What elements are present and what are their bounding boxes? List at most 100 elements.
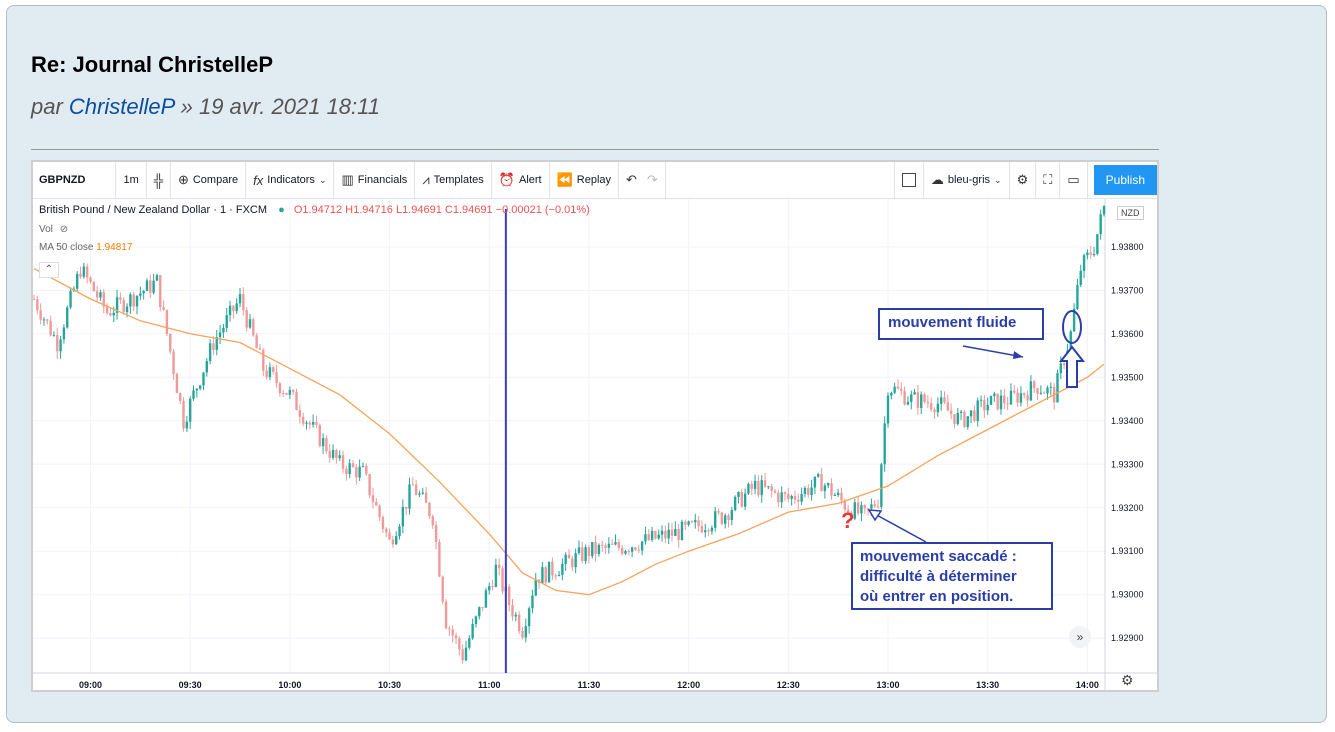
chevron-down-icon: ⌄ bbox=[318, 174, 327, 185]
candle-body bbox=[637, 549, 640, 551]
x-tick-label: 10:00 bbox=[278, 680, 301, 690]
post-author-link[interactable]: ChristelleP bbox=[68, 94, 175, 119]
candle-body bbox=[434, 525, 438, 542]
candle-body bbox=[195, 388, 199, 391]
highlight-ellipse bbox=[1062, 310, 1082, 344]
x-tick-label: 12:00 bbox=[677, 680, 700, 690]
y-tick-label: 1.93000 bbox=[1111, 590, 1144, 600]
candle-body bbox=[866, 508, 870, 510]
candle-body bbox=[232, 305, 235, 312]
candle-body bbox=[823, 485, 827, 492]
templates-button[interactable]: ⩘ Templates bbox=[415, 162, 492, 198]
candle-body bbox=[1072, 308, 1076, 332]
candle-body bbox=[56, 335, 59, 352]
candle-body bbox=[431, 516, 434, 526]
candle-body bbox=[601, 544, 604, 546]
candle-body bbox=[381, 517, 385, 529]
currency-label: NZD bbox=[1121, 208, 1140, 218]
candle-body bbox=[338, 455, 341, 459]
candle-body bbox=[248, 319, 252, 328]
eye-hidden-icon[interactable]: ⊘ bbox=[59, 224, 69, 235]
candle-body bbox=[551, 561, 554, 576]
candle-body bbox=[109, 313, 112, 316]
candle-body bbox=[826, 483, 830, 486]
candle-body bbox=[222, 327, 225, 333]
candle-body bbox=[830, 483, 833, 496]
ma-legend: MA 50 close 1.94817 bbox=[39, 242, 132, 253]
collapse-legend-button[interactable]: ⌃ bbox=[39, 262, 59, 278]
candle-body bbox=[1023, 393, 1026, 396]
post-by-prefix: par bbox=[31, 94, 63, 119]
financials-button[interactable]: ▥ Financials bbox=[334, 162, 416, 198]
candle-body bbox=[1102, 205, 1106, 215]
bar-chart-icon: ▥ bbox=[341, 172, 354, 187]
candle-body bbox=[388, 532, 391, 540]
candle-body bbox=[119, 297, 122, 300]
candle-body bbox=[252, 319, 255, 336]
candlestick-chart[interactable]: 1.92900 1.93000 1.93100 1.93200 1.93300 1.934… bbox=[33, 199, 1157, 692]
replay-label: Replay bbox=[576, 174, 612, 186]
candle-body bbox=[1026, 395, 1029, 401]
candle-body bbox=[787, 494, 790, 499]
candle-body bbox=[973, 410, 976, 421]
publish-button[interactable]: Publish bbox=[1093, 165, 1157, 195]
alert-button[interactable]: ⏰ Alert bbox=[492, 162, 550, 198]
candle-body bbox=[783, 492, 787, 495]
indicators-button[interactable]: fx Indicators ⌄ bbox=[246, 162, 335, 198]
settings-button[interactable]: ⚙ bbox=[1010, 162, 1037, 198]
candle-body bbox=[949, 410, 953, 415]
chart-settings-gear[interactable]: ⚙ bbox=[1121, 672, 1134, 689]
candle-body bbox=[341, 455, 345, 469]
x-tick-label: 13:30 bbox=[976, 680, 999, 690]
candle-body bbox=[531, 595, 534, 609]
candle-body bbox=[36, 299, 39, 311]
candle-body bbox=[391, 539, 395, 545]
candle-body bbox=[185, 421, 189, 429]
annotation-saccade-line2: difficulté à déterminer bbox=[860, 568, 1017, 585]
candle-body bbox=[298, 410, 302, 417]
candle-body bbox=[747, 483, 750, 494]
x-tick-label: 12:30 bbox=[777, 680, 800, 690]
replay-button[interactable]: ⏪ Replay bbox=[550, 162, 620, 198]
candle-body bbox=[604, 545, 607, 548]
candle-body bbox=[461, 649, 464, 661]
candle-body bbox=[1056, 373, 1059, 403]
candle-body bbox=[740, 491, 743, 507]
candle-body bbox=[1076, 284, 1079, 309]
candle-body bbox=[82, 266, 86, 277]
candle-body bbox=[591, 541, 594, 557]
candle-body bbox=[511, 605, 514, 617]
candle-body bbox=[49, 320, 52, 336]
candle-body bbox=[282, 393, 285, 395]
candle-body bbox=[913, 392, 916, 395]
chart-type-button[interactable]: ╬ bbox=[147, 162, 171, 198]
undo-icon[interactable]: ↶ bbox=[626, 172, 637, 187]
candle-body bbox=[1009, 390, 1013, 405]
candle-body bbox=[1089, 252, 1092, 255]
symbol-button[interactable]: GBPNZD bbox=[33, 162, 117, 198]
layout-name-button[interactable]: ☁ bleu-gris ⌄ bbox=[924, 162, 1010, 198]
candle-body bbox=[122, 299, 125, 313]
indicators-label: Indicators bbox=[267, 174, 315, 186]
candle-body bbox=[1033, 381, 1036, 389]
annotation-fluide: mouvement fluide bbox=[878, 308, 1044, 340]
candle-body bbox=[112, 312, 115, 316]
candle-body bbox=[99, 292, 102, 298]
interval-button[interactable]: 1m bbox=[116, 162, 147, 198]
candle-body bbox=[358, 466, 361, 478]
candle-body bbox=[620, 547, 624, 554]
compare-button[interactable]: ⊕ Compare bbox=[171, 162, 247, 198]
post-meta: par ChristelleP » 19 avr. 2021 18:11 bbox=[31, 94, 380, 120]
snapshot-button[interactable]: ▭ bbox=[1060, 162, 1088, 198]
candle-body bbox=[717, 511, 720, 513]
gear-icon: ⚙ bbox=[1121, 672, 1134, 688]
candle-body bbox=[491, 586, 494, 588]
redo-icon[interactable]: ↷ bbox=[646, 172, 658, 187]
candle-body bbox=[498, 564, 501, 569]
candle-body bbox=[1086, 252, 1089, 256]
fullscreen-button[interactable]: ⛶ bbox=[1036, 162, 1061, 198]
scroll-to-realtime-button[interactable]: » bbox=[1069, 626, 1091, 648]
layout-select-checkbox[interactable] bbox=[893, 162, 924, 198]
candle-body bbox=[936, 403, 940, 413]
candle-body bbox=[870, 504, 873, 509]
